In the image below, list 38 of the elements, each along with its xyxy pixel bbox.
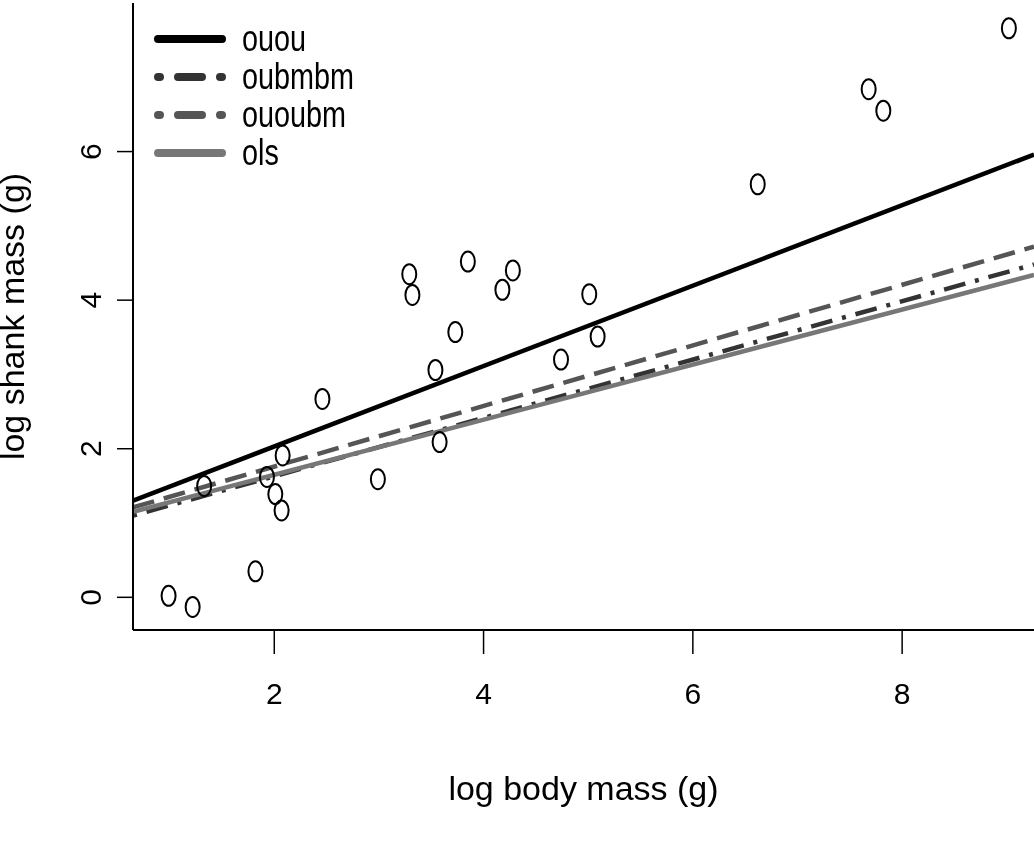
legend-label: ols <box>242 132 279 173</box>
point <box>273 499 290 522</box>
point <box>369 468 386 491</box>
point <box>494 278 511 301</box>
legend-label: ououbm <box>242 94 347 135</box>
point <box>504 259 521 282</box>
point <box>427 358 444 381</box>
point <box>860 78 877 101</box>
point <box>431 431 448 454</box>
point <box>267 483 284 506</box>
point <box>401 263 418 286</box>
point <box>447 321 464 344</box>
point <box>581 283 598 306</box>
point <box>875 99 892 122</box>
x-tick-label: 2 <box>265 677 283 710</box>
point <box>196 474 213 497</box>
point <box>459 250 476 273</box>
x-tick-label: 4 <box>475 677 492 710</box>
point <box>749 173 766 196</box>
x-axis-title: log body mass (g) <box>448 769 719 807</box>
point <box>404 283 421 306</box>
point <box>247 560 264 583</box>
y-tick-label: 0 <box>73 588 107 606</box>
y-tick-label: 2 <box>73 440 107 458</box>
y-tick-label: 4 <box>73 291 107 309</box>
x-tick-label: 6 <box>684 677 702 710</box>
legend-label: ouou <box>242 18 307 59</box>
y-tick-label: 6 <box>73 143 107 160</box>
point <box>160 584 177 607</box>
legend-label: oubmbm <box>242 56 355 97</box>
point <box>274 444 291 467</box>
point <box>258 465 275 488</box>
point <box>1000 17 1017 40</box>
point <box>589 325 606 348</box>
x-tick-label: 8 <box>893 677 911 710</box>
point <box>314 387 331 410</box>
point <box>184 595 201 618</box>
y-axis-title: log shank mass (g) <box>0 172 32 461</box>
